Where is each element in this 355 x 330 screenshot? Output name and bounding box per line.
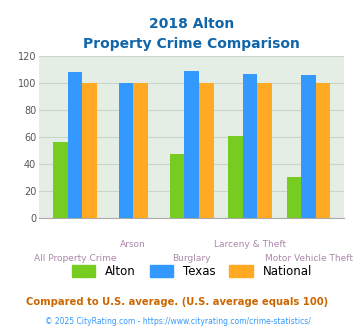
Bar bbox=[67, 72, 82, 218]
Bar bbox=[316, 83, 331, 218]
Bar bbox=[53, 142, 67, 218]
Text: Larceny & Theft: Larceny & Theft bbox=[214, 240, 286, 249]
Legend: Alton, Texas, National: Alton, Texas, National bbox=[67, 261, 317, 283]
Text: Arson: Arson bbox=[120, 240, 146, 249]
Bar bbox=[119, 83, 133, 218]
Bar bbox=[257, 83, 272, 218]
Text: © 2025 CityRating.com - https://www.cityrating.com/crime-statistics/: © 2025 CityRating.com - https://www.city… bbox=[45, 317, 310, 326]
Title: 2018 Alton
Property Crime Comparison: 2018 Alton Property Crime Comparison bbox=[83, 17, 300, 51]
Bar bbox=[199, 83, 214, 218]
Text: All Property Crime: All Property Crime bbox=[34, 254, 116, 263]
Bar bbox=[82, 83, 97, 218]
Bar bbox=[133, 83, 148, 218]
Bar bbox=[286, 178, 301, 218]
Bar bbox=[301, 75, 316, 218]
Text: Motor Vehicle Theft: Motor Vehicle Theft bbox=[264, 254, 353, 263]
Text: Compared to U.S. average. (U.S. average equals 100): Compared to U.S. average. (U.S. average … bbox=[26, 297, 329, 307]
Text: Burglary: Burglary bbox=[173, 254, 211, 263]
Bar bbox=[243, 74, 257, 218]
Bar bbox=[184, 71, 199, 218]
Bar bbox=[170, 154, 184, 218]
Bar bbox=[228, 136, 243, 218]
